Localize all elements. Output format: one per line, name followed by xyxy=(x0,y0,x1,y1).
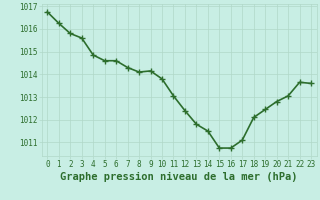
X-axis label: Graphe pression niveau de la mer (hPa): Graphe pression niveau de la mer (hPa) xyxy=(60,172,298,182)
